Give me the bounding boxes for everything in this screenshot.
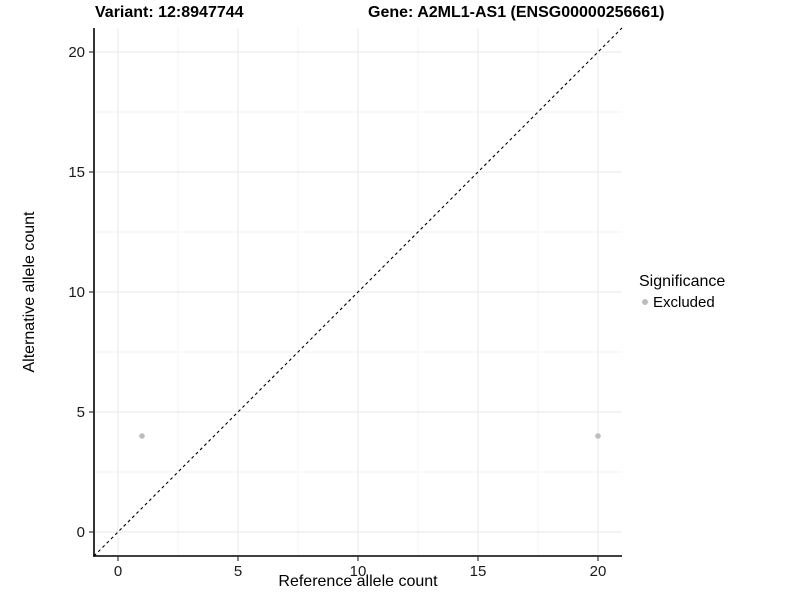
- x-axis-title: Reference allele count: [278, 573, 438, 590]
- x-tick-label: 0: [114, 563, 122, 580]
- y-tick-label: 20: [68, 44, 85, 61]
- legend: Significance Excluded: [639, 272, 726, 311]
- legend-title: Significance: [639, 273, 726, 290]
- data-point: [139, 433, 145, 439]
- x-tick-label: 10: [350, 563, 367, 580]
- y-tick-label: 0: [77, 524, 85, 541]
- x-tick-label: 5: [234, 563, 242, 580]
- plot-title-variant: Variant: 12:8947744: [95, 4, 244, 21]
- y-axis-title: Alternative allele count: [21, 211, 38, 373]
- legend-key: [639, 296, 651, 308]
- x-tick-label: 20: [590, 563, 607, 580]
- legend-item-label: Excluded: [653, 293, 715, 311]
- y-tick-label: 10: [68, 284, 85, 301]
- data-point: [595, 433, 601, 439]
- x-tick-label: 15: [470, 563, 487, 580]
- y-tick-label: 5: [77, 404, 85, 421]
- identity-line: [93, 27, 623, 557]
- excluded-point-swatch: [642, 299, 648, 305]
- y-tick-label: 15: [68, 164, 85, 181]
- legend-item-excluded: Excluded: [639, 293, 725, 311]
- plot-title-gene: Gene: A2ML1-AS1 (ENSG00000256661): [368, 4, 665, 21]
